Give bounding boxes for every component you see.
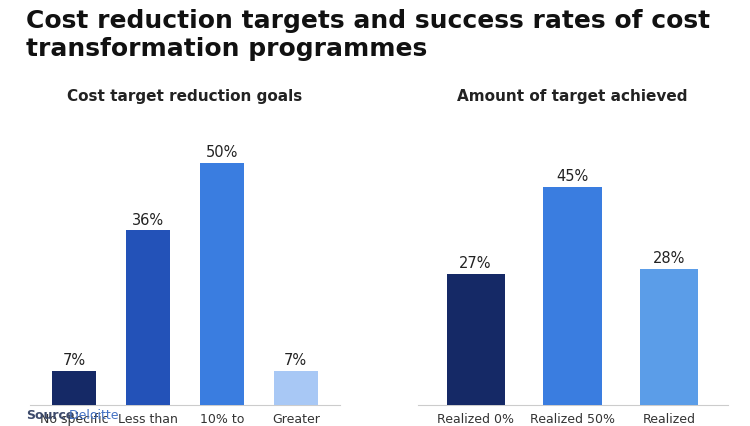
Text: 27%: 27% — [459, 256, 492, 271]
Text: 50%: 50% — [206, 144, 238, 159]
Text: Cost reduction targets and success rates of cost
transformation programmes: Cost reduction targets and success rates… — [26, 9, 710, 61]
Text: 45%: 45% — [556, 169, 589, 184]
Bar — [446, 274, 505, 405]
Text: 7%: 7% — [63, 352, 86, 367]
Text: Source:: Source: — [26, 408, 80, 421]
Text: 36%: 36% — [132, 212, 164, 227]
Title: Amount of target achieved: Amount of target achieved — [458, 89, 688, 104]
Bar — [126, 231, 170, 405]
Title: Cost target reduction goals: Cost target reduction goals — [68, 89, 302, 104]
Text: Deloitte: Deloitte — [65, 408, 118, 421]
Text: 28%: 28% — [653, 250, 686, 266]
Text: 7%: 7% — [284, 352, 308, 367]
Bar — [274, 371, 318, 405]
Bar — [53, 371, 97, 405]
Bar — [544, 187, 602, 405]
Bar — [200, 163, 244, 405]
Bar — [640, 270, 698, 405]
